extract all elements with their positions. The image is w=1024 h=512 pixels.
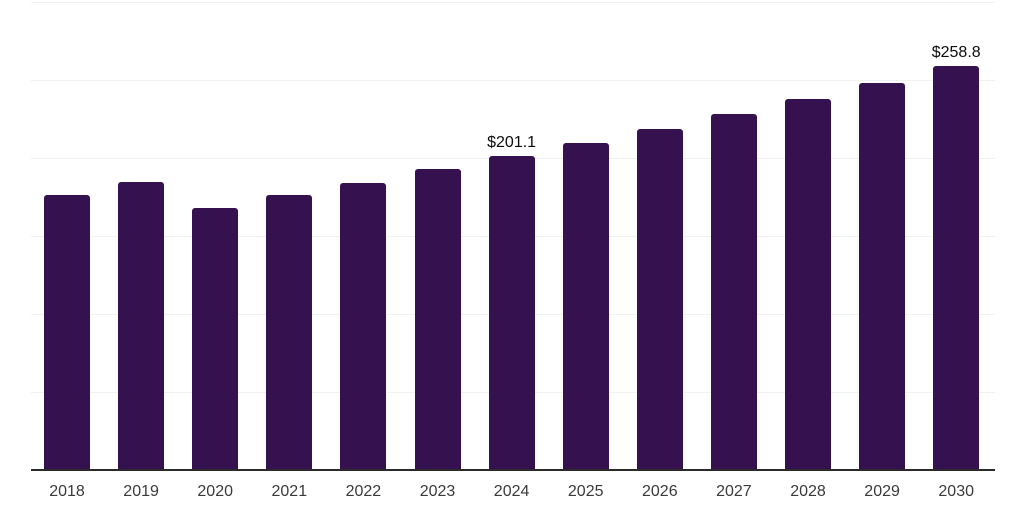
x-tick-label-2020: 2020 [197, 483, 233, 500]
bar-2025 [562, 142, 609, 470]
bar-2021 [266, 195, 313, 470]
x-tick-label-2024: 2024 [493, 483, 530, 500]
x-tick-label-2021: 2021 [271, 483, 308, 500]
x-axis-line [31, 469, 995, 471]
x-tick-label-2027: 2027 [716, 483, 752, 500]
bar-2026 [636, 128, 683, 470]
x-tick-label-2029: 2029 [864, 483, 900, 500]
data-label-2030: $258.8 [931, 44, 981, 62]
data-label-2024: $201.1 [487, 134, 537, 152]
bar-2028 [785, 98, 831, 470]
x-tick-label-2019: 2019 [123, 483, 159, 500]
gridline-300 [31, 2, 995, 3]
x-tick-label-2018: 2018 [49, 483, 85, 500]
x-tick-label-2030: 2030 [938, 483, 974, 500]
bar-2030 [933, 66, 980, 470]
bar-2027 [710, 114, 757, 470]
x-tick-label-2022: 2022 [345, 483, 382, 500]
bar-2019 [118, 182, 165, 470]
bar-2024 [488, 156, 535, 470]
bar-2020 [192, 207, 239, 470]
bar-2023 [414, 168, 461, 470]
x-tick-label-2023: 2023 [419, 483, 456, 500]
bar-2018 [44, 194, 90, 470]
bar-2029 [859, 82, 906, 470]
x-tick-label-2025: 2025 [567, 483, 604, 500]
bar-2022 [340, 183, 387, 470]
gridline-250 [31, 80, 995, 81]
x-tick-label-2028: 2028 [790, 483, 826, 500]
x-tick-label-2026: 2026 [642, 483, 678, 500]
